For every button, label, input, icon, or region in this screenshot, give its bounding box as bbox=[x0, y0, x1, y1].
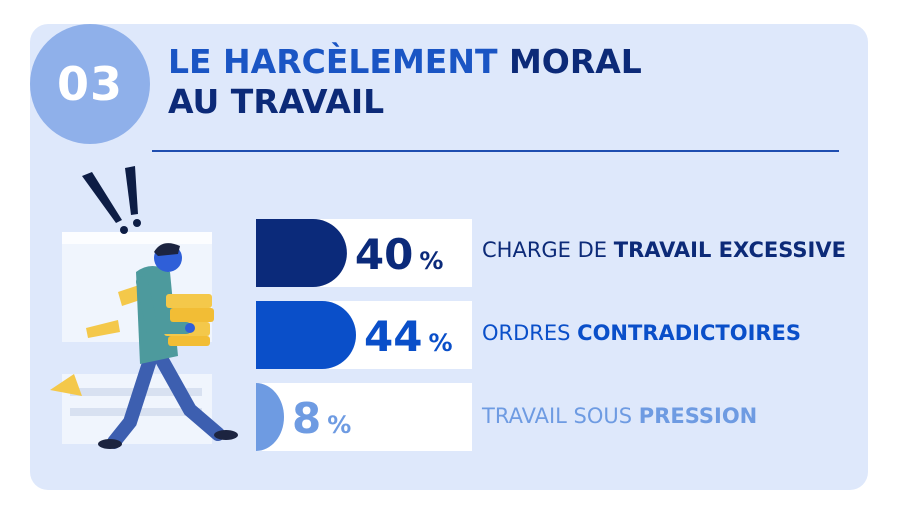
title-line-1: LE HARCÈLEMENT MORAL bbox=[168, 42, 642, 82]
row-label-plain: ORDRES bbox=[482, 321, 578, 345]
row-label-bold: TRAVAIL EXCESSIVE bbox=[613, 238, 846, 262]
value-label-2: 44% bbox=[364, 312, 453, 361]
title-plain: LE HARCÈLEMENT bbox=[168, 42, 509, 81]
exclamation-icon bbox=[82, 166, 141, 234]
row-label: CHARGE DE TRAVAIL EXCESSIVE bbox=[482, 238, 846, 262]
value-label-3: 8% bbox=[292, 394, 351, 443]
page-title: LE HARCÈLEMENT MORAL AU TRAVAIL bbox=[168, 42, 642, 122]
section-number-badge: 03 bbox=[30, 24, 150, 144]
row-label: TRAVAIL SOUS PRESSION bbox=[482, 404, 757, 428]
value-label-1: 40% bbox=[355, 230, 444, 279]
section-number: 03 bbox=[56, 57, 123, 111]
paper-icon bbox=[86, 320, 120, 338]
title-line-2: AU TRAVAIL bbox=[168, 82, 385, 121]
worker-illustration bbox=[50, 166, 238, 449]
bar-2 bbox=[256, 301, 356, 369]
paper-icon bbox=[50, 374, 82, 396]
row-label-plain: CHARGE DE bbox=[482, 238, 614, 262]
row-label-plain: TRAVAIL SOUS bbox=[482, 404, 639, 428]
papers-stack bbox=[166, 294, 212, 308]
bar-3 bbox=[256, 383, 284, 451]
bar-1 bbox=[256, 219, 347, 287]
row-label-bold: PRESSION bbox=[638, 404, 758, 428]
row-label-bold: CONTRADICTOIRES bbox=[577, 321, 802, 345]
row-panel bbox=[256, 383, 472, 451]
row-label: ORDRES CONTRADICTOIRES bbox=[482, 321, 801, 345]
title-divider bbox=[152, 150, 839, 152]
title-bold: MORAL bbox=[508, 42, 642, 81]
